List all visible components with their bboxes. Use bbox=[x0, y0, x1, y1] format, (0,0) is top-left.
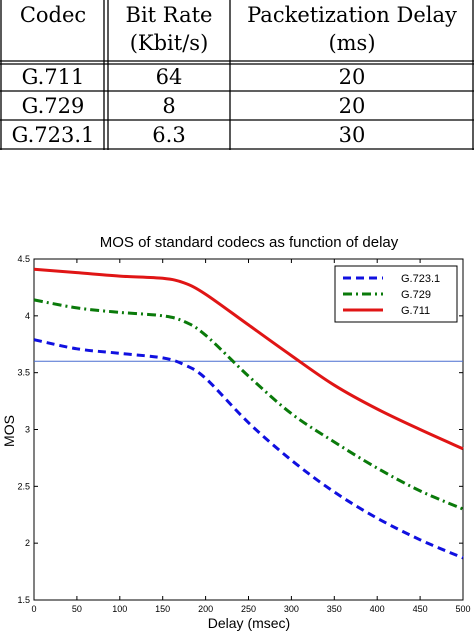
x-tick-label: 100 bbox=[112, 604, 127, 614]
legend-box bbox=[334, 265, 458, 323]
legend-label: G.723.1 bbox=[401, 273, 440, 285]
x-tick-label: 250 bbox=[241, 604, 256, 614]
table-cell-bitrate: 64 bbox=[156, 65, 183, 89]
header-bit-rate-unit: (Kbit/s) bbox=[130, 31, 209, 55]
legend-label: G.729 bbox=[401, 289, 431, 301]
table-cell-delay: 30 bbox=[339, 123, 366, 147]
header-bit-rate: Bit Rate bbox=[126, 3, 213, 27]
y-tick-label: 1.5 bbox=[17, 595, 30, 605]
series-line-g7231 bbox=[33, 338, 464, 560]
x-tick-label: 400 bbox=[370, 604, 385, 614]
table-cell-bitrate: 8 bbox=[162, 94, 175, 118]
y-axis-label: MOS bbox=[1, 415, 17, 447]
table-cell-codec: G.729 bbox=[22, 94, 85, 118]
x-axis-label: Delay (msec) bbox=[208, 615, 290, 631]
codec-table: Codec Bit Rate (Kbit/s) Packetization De… bbox=[0, 0, 474, 150]
mos-chart: MOS of standard codecs as function of de… bbox=[0, 222, 474, 632]
x-tick-label: 300 bbox=[284, 604, 299, 614]
table-cell-codec: G.711 bbox=[22, 65, 85, 89]
series-line-g729 bbox=[33, 298, 464, 511]
y-tick-label: 4 bbox=[25, 311, 30, 321]
x-tick-label: 50 bbox=[72, 604, 82, 614]
header-codec: Codec bbox=[20, 3, 86, 27]
table-grid: Codec Bit Rate (Kbit/s) Packetization De… bbox=[0, 0, 474, 150]
legend-label: G.711 bbox=[401, 305, 430, 317]
chart-title: MOS of standard codecs as function of de… bbox=[100, 234, 399, 251]
table-cell-bitrate: 6.3 bbox=[152, 123, 185, 147]
x-tick-label: 0 bbox=[31, 604, 36, 614]
header-packetization-delay: Packetization Delay bbox=[247, 3, 457, 27]
series-line-g711 bbox=[33, 267, 464, 451]
y-tick-label: 3 bbox=[25, 425, 30, 435]
x-tick-label: 450 bbox=[413, 604, 428, 614]
y-tick-label: 2.5 bbox=[17, 481, 30, 491]
x-tick-label: 500 bbox=[455, 604, 470, 614]
table-cell-delay: 20 bbox=[339, 94, 366, 118]
chart-canvas: MOS of standard codecs as function of de… bbox=[1, 234, 471, 631]
header-packetization-delay-unit: (ms) bbox=[328, 31, 375, 55]
x-tick-label: 200 bbox=[198, 604, 213, 614]
table-cell-codec: G.723.1 bbox=[12, 123, 95, 147]
x-tick-label: 150 bbox=[155, 604, 170, 614]
table-cell-delay: 20 bbox=[339, 65, 366, 89]
y-tick-label: 4.5 bbox=[17, 254, 30, 264]
y-tick-label: 2 bbox=[25, 538, 30, 548]
x-tick-label: 350 bbox=[327, 604, 342, 614]
y-tick-label: 3.5 bbox=[17, 368, 30, 378]
